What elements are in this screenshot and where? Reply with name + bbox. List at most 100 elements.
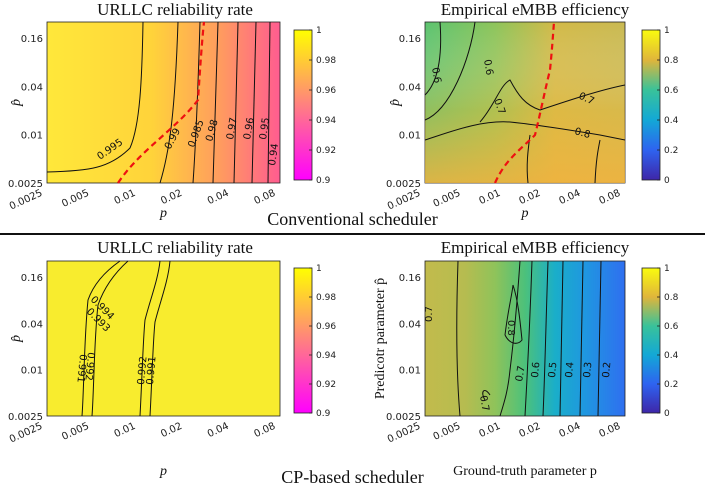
colorbar-tick-label: 0.4: [664, 116, 679, 126]
chart-title-conventional-embb: Empirical eMBB efficiency: [440, 0, 630, 19]
x-axis-label: p: [159, 206, 167, 221]
y-tick-label: 0.16: [21, 273, 43, 284]
y-tick-label: 0.04: [21, 82, 43, 93]
panel-cp-urllc: 0.994 0.993 0.992 0.991 0.992 0.991: [46, 260, 281, 417]
y-tick-label: 0.16: [399, 273, 421, 284]
contour-label: 0.6: [481, 59, 495, 77]
colorbar-tick-label: 0.8: [664, 293, 679, 303]
colorbar-tick-label: 0.8: [664, 56, 679, 66]
colorbar-tick-label: 0: [664, 176, 670, 186]
contour-labels: 0.7 0.8 0.7 0.7 0.6 0.5 0.4 0.3 0.2: [424, 306, 613, 412]
contour-label: 0.94: [267, 143, 281, 167]
x-tick-label: 0.04: [557, 188, 582, 207]
heatmap-overlay: [425, 22, 625, 183]
colorbar-tick-label: 1: [316, 26, 322, 36]
y-tick-label: 0.04: [399, 319, 421, 330]
x-tick-label: 0.0025: [8, 188, 44, 213]
contour-label: 0.7: [491, 97, 507, 116]
contour-label: 0.5: [547, 361, 559, 378]
x-tick-label: 0.01: [477, 188, 502, 207]
colorbar-cp-embb: [641, 267, 661, 414]
contour-lines: [81, 260, 171, 417]
contour-label: 0.97: [225, 117, 240, 141]
y-tick-label: 0.01: [399, 366, 421, 377]
contour-label: 0.991: [75, 354, 88, 383]
colorbar-tick-label: 0.96: [316, 86, 336, 96]
colorbar-cp-urllc: [293, 267, 313, 414]
heatmap-area: [46, 260, 281, 417]
x-tick-label: 0.02: [159, 421, 184, 440]
caption-conventional-scheduler: Conventional scheduler: [267, 209, 438, 229]
x-tick-label: 0.01: [113, 188, 138, 207]
colorbar-tick-label: 0.92: [316, 380, 336, 390]
contour-label: 0.7: [424, 306, 435, 322]
contour-label: 0.992: [136, 356, 149, 385]
chart-title-cp-embb: Empirical eMBB efficiency: [440, 238, 630, 257]
x-tick-label: 0.0025: [8, 421, 44, 446]
contour-label: 0.6: [530, 361, 542, 378]
contour-label: 0.96: [242, 117, 257, 141]
x-tick-label: 0.08: [252, 421, 277, 440]
contour-label: 0.6: [429, 67, 443, 85]
y-tick-label: 0.0025: [8, 179, 43, 190]
y-tick-label: 0.16: [399, 34, 421, 45]
y-tick-label: 0.01: [21, 131, 43, 142]
colorbar-tick-label: 0.98: [316, 56, 336, 66]
y-axis-label: p̂: [388, 99, 403, 107]
colorbar-tick-label: 0.98: [316, 293, 336, 303]
panel-conventional-embb: 0.6 0.6 0.7 0.7 0.8: [424, 21, 626, 184]
x-tick-label: 0.02: [517, 188, 542, 207]
contour-label: 0.8: [505, 320, 516, 336]
contour-label: 0.2: [601, 361, 613, 378]
contour-labels: 0.994 0.993 0.992 0.991 0.992 0.991: [75, 294, 159, 385]
y-axis-label: p̂: [9, 335, 24, 343]
contour-label: 0.991: [145, 356, 158, 385]
x-axis-label: p: [159, 464, 167, 479]
x-tick-label: 0.08: [597, 421, 622, 440]
y-tick-label: 0.0025: [8, 412, 43, 423]
chart-title-conventional-urllc: URLLC reliability rate: [97, 0, 253, 19]
colorbar-tick-label: 0.94: [316, 116, 336, 126]
contour-lines: [456, 260, 602, 417]
heatmap-area: [424, 260, 626, 417]
contour-label: 0.4: [564, 361, 576, 378]
colorbar-tick-label: 0.96: [316, 322, 336, 332]
colorbar-tick-label: 1: [664, 264, 670, 274]
contour-label: 0.95: [258, 117, 272, 141]
y-tick-label: 0.0025: [386, 179, 421, 190]
colorbar-tick-label: 0.92: [316, 146, 336, 156]
contour-lines: [46, 21, 271, 184]
x-tick-label: 0.04: [206, 421, 231, 440]
colorbar-tick-label: 0.94: [316, 351, 336, 361]
y-axis-label: p̂: [9, 99, 24, 107]
y-tick-label: 0.0025: [386, 412, 421, 423]
section-divider: [0, 233, 705, 235]
x-tick-label: 0.005: [60, 421, 91, 443]
x-tick-label: 0.02: [159, 188, 184, 207]
x-tick-label: 0.08: [597, 188, 622, 207]
colorbar-tick-label: 0.6: [664, 322, 679, 332]
y-tick-label: 0.01: [21, 366, 43, 377]
y-tick-label: 0.16: [21, 34, 43, 45]
heatmap-area: [46, 21, 281, 184]
x-tick-label: 0.005: [432, 421, 463, 443]
contour-label: 0.8: [573, 126, 591, 141]
y-tick-label: 0.04: [399, 82, 421, 93]
panel-conventional-urllc: 0.995 0.99 0.985 0.98 0.97 0.96 0.95 0.9…: [46, 21, 281, 184]
dashed-boundary: [493, 21, 556, 184]
colorbar-tick-label: 0.2: [664, 380, 678, 390]
caption-cp-based-scheduler: CP-based scheduler: [281, 467, 424, 487]
colorbar-conventional-urllc: [293, 29, 313, 181]
x-tick-label: 0.0025: [386, 421, 422, 446]
colorbar-tick-label: 0.2: [664, 146, 678, 156]
y-tick-label: 0.01: [399, 131, 421, 142]
x-axis-label: p: [521, 206, 529, 221]
colorbar-tick-label: 0.9: [316, 176, 331, 186]
colorbar-tick-label: 0.6: [664, 86, 679, 96]
dashed-boundary: [117, 21, 206, 184]
contour-label: 0.3: [582, 361, 594, 378]
colorbar-tick-label: 1: [316, 264, 322, 274]
x-tick-label: 0.08: [252, 188, 277, 207]
colorbar-tick-label: 0: [664, 409, 670, 419]
